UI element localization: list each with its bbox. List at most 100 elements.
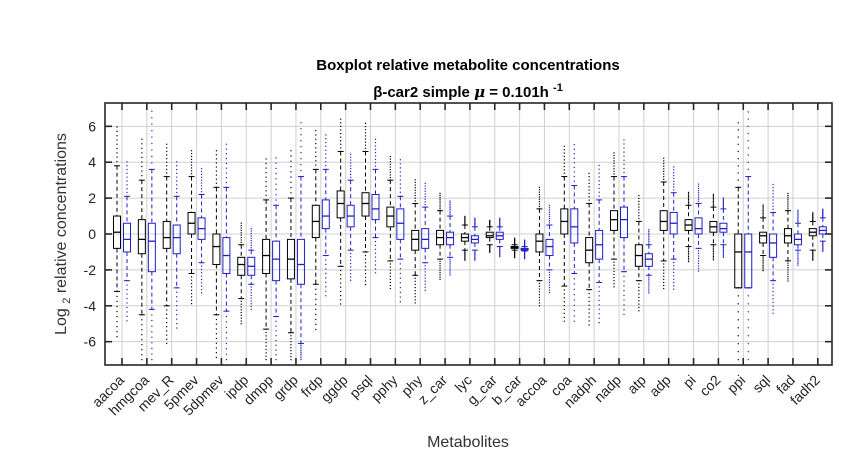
box-sql-s2 xyxy=(769,183,778,314)
outlier-point xyxy=(325,277,327,279)
outlier-point xyxy=(424,193,426,195)
outlier-point xyxy=(116,310,118,313)
outlier-point xyxy=(772,202,774,204)
outlier-point xyxy=(290,359,292,361)
outlier-point xyxy=(389,163,391,165)
outlier-point xyxy=(524,241,526,243)
outlier-point xyxy=(638,215,640,217)
x-tick-label: z_car xyxy=(415,372,451,408)
outlier-point xyxy=(514,250,516,252)
outlier-point xyxy=(822,215,824,217)
box-body xyxy=(570,208,579,244)
outlier-point xyxy=(300,348,302,350)
outlier-point xyxy=(573,175,575,178)
outlier-point xyxy=(663,269,665,271)
outlier-point xyxy=(200,282,203,284)
box-ppi-s1 xyxy=(734,122,743,361)
outlier-point xyxy=(623,309,625,311)
outlier-point xyxy=(126,161,128,163)
outlier-point xyxy=(598,183,600,186)
outlier-point xyxy=(350,256,352,258)
outlier-point xyxy=(449,268,451,270)
outlier-point xyxy=(399,272,401,274)
outlier-point xyxy=(325,138,327,140)
outlier-point xyxy=(240,320,242,322)
box-sql-s1 xyxy=(759,204,768,272)
outlier-point xyxy=(538,203,541,205)
outlier-point xyxy=(399,277,401,279)
outlier-point xyxy=(489,246,491,248)
outlier-point xyxy=(225,177,227,179)
outlier-point xyxy=(687,196,690,198)
outlier-point xyxy=(300,152,302,154)
outlier-point xyxy=(399,296,401,298)
y-tick-label: -4 xyxy=(84,298,97,314)
outlier-point xyxy=(315,130,317,132)
outlier-point xyxy=(563,172,565,174)
x-tick-label: co2 xyxy=(696,372,723,399)
outlier-point xyxy=(151,319,153,322)
outlier-point xyxy=(325,268,327,270)
outlier-point xyxy=(116,147,118,150)
outlier-point xyxy=(613,276,615,279)
outlier-point xyxy=(374,244,377,247)
outlier-point xyxy=(588,320,590,322)
outlier-point xyxy=(116,156,118,158)
outlier-point xyxy=(300,346,302,348)
outlier-point xyxy=(340,295,342,297)
outlier-point xyxy=(762,211,764,213)
x-tick-label: sql xyxy=(749,372,773,396)
outlier-point xyxy=(151,142,153,145)
outlier-point xyxy=(374,158,377,160)
outlier-point xyxy=(797,251,799,253)
outlier-point xyxy=(350,276,352,278)
outlier-point xyxy=(126,306,128,309)
outlier-point xyxy=(374,155,377,157)
outlier-point xyxy=(499,223,501,225)
outlier-point xyxy=(439,196,441,198)
outlier-point xyxy=(141,359,143,361)
outlier-point xyxy=(812,212,814,214)
outlier-point xyxy=(722,198,724,200)
outlier-point xyxy=(548,276,551,279)
outlier-point xyxy=(439,194,441,196)
outlier-point xyxy=(265,352,267,354)
outlier-point xyxy=(538,299,541,301)
box-nadp-s2 xyxy=(620,139,628,315)
outlier-point xyxy=(424,195,426,198)
box-adp-s2 xyxy=(669,166,678,290)
outlier-point xyxy=(449,260,451,262)
box-body xyxy=(659,210,668,231)
outlier-point xyxy=(126,320,128,322)
outlier-point xyxy=(414,192,416,194)
y-tick-label: 0 xyxy=(88,226,96,242)
outlier-point xyxy=(538,294,541,296)
outlier-point xyxy=(449,258,451,260)
box-pphy-s1 xyxy=(386,155,395,290)
outlier-point xyxy=(439,192,441,195)
outlier-point xyxy=(290,150,292,152)
outlier-point xyxy=(697,189,700,192)
outlier-point xyxy=(141,147,143,149)
outlier-point xyxy=(623,155,625,157)
outlier-point xyxy=(389,266,391,268)
outlier-point xyxy=(797,252,799,255)
outlier-point xyxy=(240,314,242,316)
box-hmgcoa-s1 xyxy=(137,138,146,361)
outlier-point xyxy=(797,212,799,214)
boxes xyxy=(113,110,827,361)
outlier-point xyxy=(215,342,217,344)
outlier-point xyxy=(166,338,168,340)
outlier-point xyxy=(673,268,675,270)
outlier-point xyxy=(499,222,501,224)
box-pphy-s2 xyxy=(396,159,405,303)
outlier-point xyxy=(524,251,526,253)
outlier-point xyxy=(414,197,416,199)
outlier-point xyxy=(524,240,526,242)
outlier-point xyxy=(424,201,426,203)
outlier-point xyxy=(797,214,799,216)
outlier-point xyxy=(300,355,302,357)
outlier-point xyxy=(350,170,352,173)
x-axis-label: Metabolites xyxy=(427,434,509,451)
outlier-point xyxy=(374,252,377,254)
